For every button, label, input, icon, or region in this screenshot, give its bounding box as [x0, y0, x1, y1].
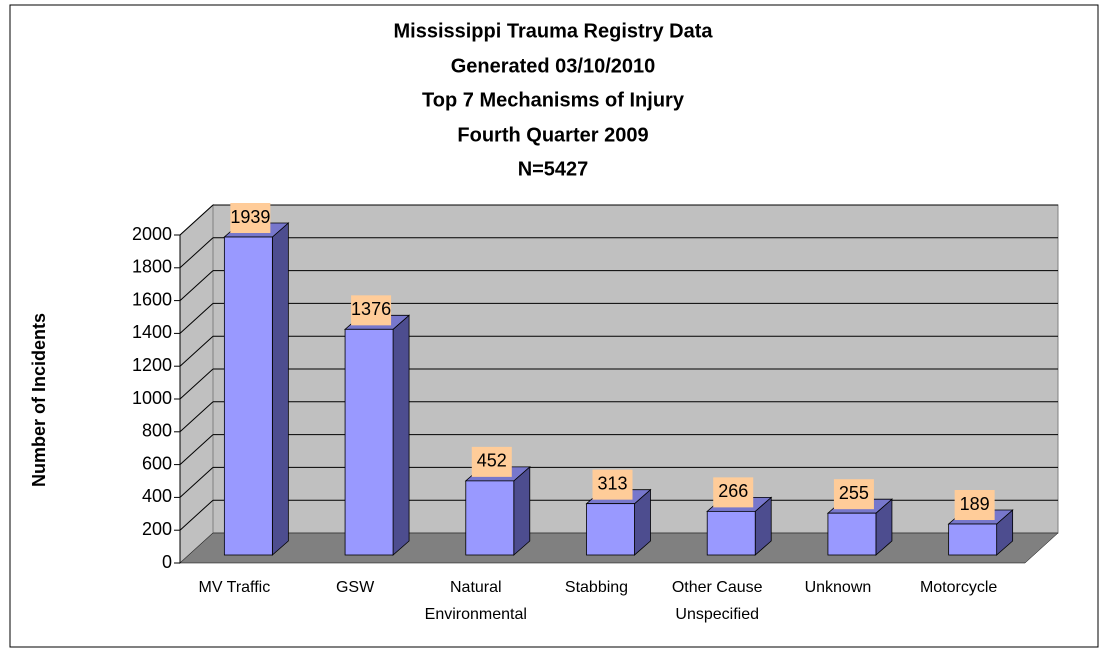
bar: [223, 236, 273, 556]
bar: [586, 503, 635, 556]
y-tick-label: 1400: [132, 322, 172, 342]
x-tick-label: MV Traffic: [198, 579, 270, 596]
grid-line: [179, 237, 214, 269]
bar-side: [392, 314, 410, 556]
grid-line: [179, 204, 214, 236]
chart-subtitle: Top 7 Mechanisms of Injury: [422, 89, 685, 111]
data-label-box: [351, 295, 392, 326]
grid-line: [179, 368, 214, 400]
data-label: 313: [597, 473, 627, 493]
grid-line: [179, 270, 214, 301]
bar: [344, 328, 394, 556]
bar: [465, 480, 515, 556]
data-label: 452: [477, 451, 507, 471]
data-label: 1939: [230, 207, 270, 227]
chart-title: Mississippi Trauma Registry Data: [393, 20, 713, 42]
grid-line: [179, 401, 214, 433]
y-tick-label: 1200: [132, 355, 172, 375]
data-label-box: [833, 479, 874, 510]
data-label-box: [230, 203, 271, 234]
grid-line: [179, 303, 214, 334]
bar: [706, 510, 756, 556]
y-tick-label: 1000: [132, 388, 172, 408]
data-label-box: [713, 477, 754, 508]
x-tick-label: Natural Environmental: [425, 579, 527, 623]
y-tick-label: 1800: [132, 257, 172, 277]
x-tick-label: Motorcycle: [920, 579, 997, 596]
grid-line: [179, 467, 214, 498]
y-tick-label: 1600: [132, 289, 172, 309]
x-tick-label: Stabbing: [565, 579, 628, 596]
bar: [827, 512, 877, 556]
x-tick-label: Unknown: [805, 579, 872, 596]
grid-line: [179, 434, 214, 465]
grid-line: [179, 335, 214, 367]
data-label: 1376: [351, 299, 391, 319]
x-tick-label: GSW: [336, 579, 375, 596]
y-tick-label: 600: [142, 453, 172, 473]
x-tick-label: Other Cause Unspecified: [672, 579, 763, 623]
data-label: 189: [960, 494, 990, 514]
chart-subtitle: N=5427: [518, 158, 589, 180]
y-tick-label: 800: [142, 421, 172, 441]
data-label: 255: [839, 483, 869, 503]
data-label-box: [954, 490, 995, 521]
data-label-box: [471, 446, 512, 477]
bar-side: [271, 222, 289, 556]
chart-subtitle: Fourth Quarter 2009: [457, 124, 648, 146]
y-tick-label: 200: [142, 519, 172, 539]
grid-line: [179, 499, 214, 531]
data-label-box: [592, 469, 633, 500]
chart-subtitle: Generated 03/10/2010: [451, 55, 656, 77]
y-axis-label: Number of Incidents: [29, 313, 49, 487]
y-tick-label: 2000: [132, 224, 172, 244]
y-tick-label: 400: [142, 486, 172, 506]
bar: [948, 523, 998, 556]
y-tick-label: 0: [162, 552, 172, 572]
data-label: 266: [718, 481, 748, 501]
bar-side: [513, 465, 531, 556]
